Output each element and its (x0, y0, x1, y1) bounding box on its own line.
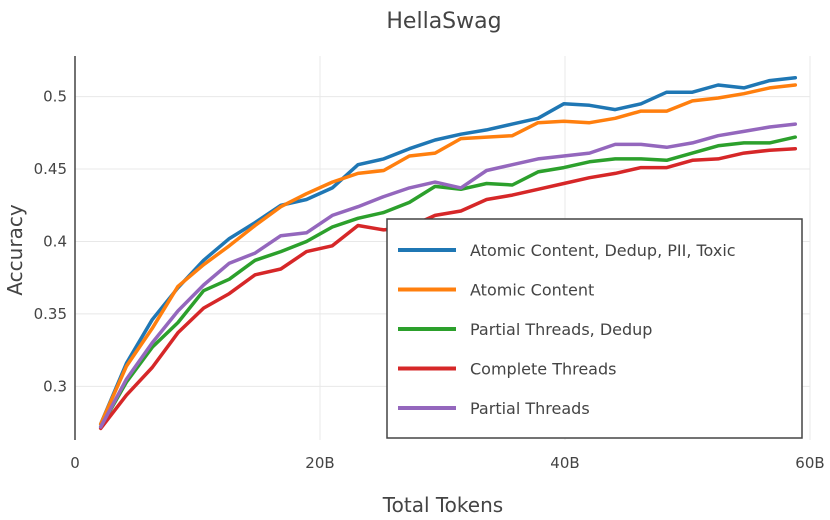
x-tick-label: 20B (305, 454, 334, 472)
legend-label: Atomic Content, Dedup, PII, Toxic (470, 241, 736, 260)
series-line-3 (98, 135, 798, 429)
y-axis-title: Accuracy (3, 204, 27, 295)
x-axis-title: Total Tokens (382, 493, 503, 517)
x-tick-label: 60B (795, 454, 824, 472)
series-line-4 (98, 146, 798, 431)
legend-label: Partial Threads (470, 399, 590, 418)
x-tick-label: 40B (550, 454, 579, 472)
series-line-2 (98, 83, 798, 426)
series-line-1 (98, 75, 798, 426)
legend-label: Atomic Content (470, 281, 594, 300)
tick-labels: 0.3 0.35 0.4 0.45 0.5 0 20B 40B 60B (34, 88, 825, 472)
y-tick-label: 0.35 (34, 305, 67, 323)
chart-title: HellaSwag (386, 9, 501, 34)
y-tick-label: 0.4 (43, 232, 67, 250)
x-tick-label: 0 (70, 454, 80, 472)
legend-label: Complete Threads (470, 360, 616, 379)
y-tick-label: 0.5 (43, 88, 67, 106)
y-tick-label: 0.3 (43, 377, 67, 395)
legend: Atomic Content, Dedup, PII, Toxic Atomic … (386, 218, 803, 439)
y-tick-label: 0.45 (34, 160, 67, 178)
legend-box (386, 218, 803, 439)
series-line-5 (98, 122, 798, 429)
legend-label: Partial Threads, Dedup (470, 320, 652, 339)
series-lines (98, 75, 798, 431)
